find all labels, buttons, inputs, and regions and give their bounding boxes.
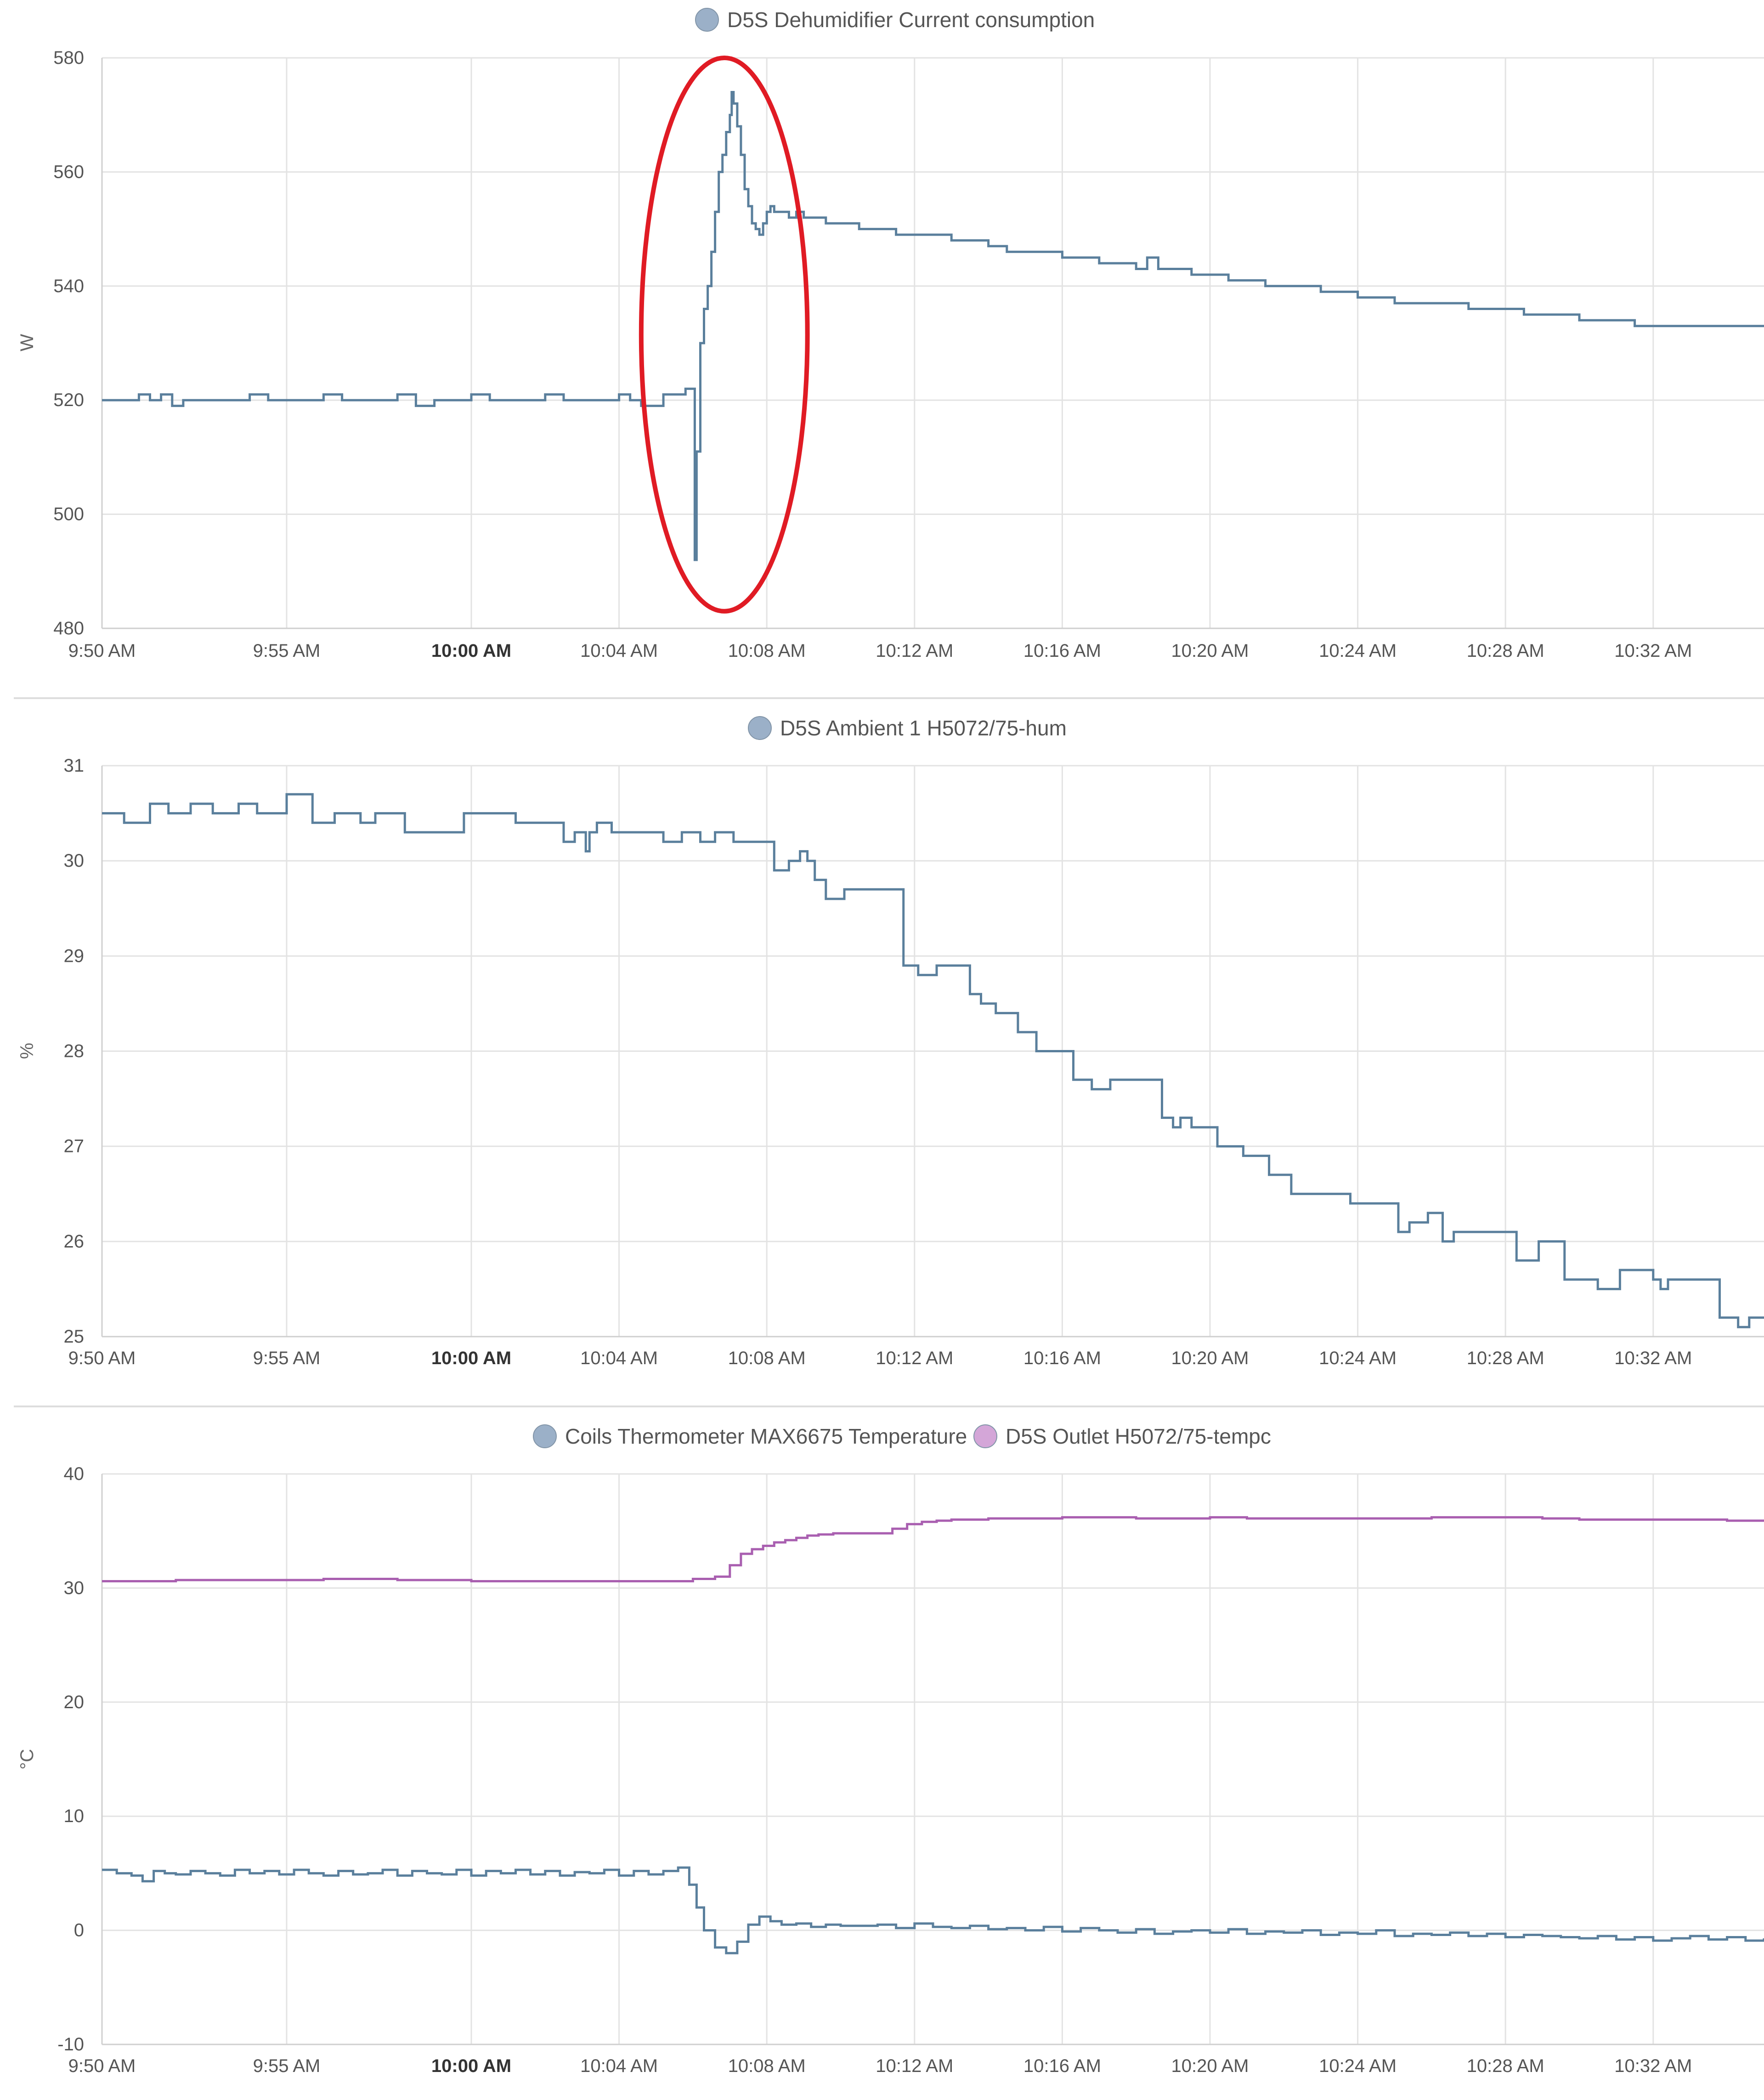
y-tick-label: 20 <box>64 1692 85 1712</box>
legend-label: D5S Ambient 1 H5072/75-hum <box>780 716 1067 740</box>
x-tick-label: 10:00 AM <box>431 1348 511 1368</box>
series-line-1[interactable] <box>102 1866 1764 1954</box>
x-tick-label: 10:12 AM <box>876 2056 953 2076</box>
legend: D5S Dehumidifier Current consumption <box>695 8 1095 32</box>
y-tick-label: 29 <box>64 946 85 966</box>
x-tick-label: 10:00 AM <box>431 2056 511 2076</box>
x-tick-label: 10:28 AM <box>1467 641 1544 661</box>
y-tick-label: 580 <box>53 48 84 68</box>
legend-label: D5S Dehumidifier Current consumption <box>727 8 1095 32</box>
legend: Coils Thermometer MAX6675 Temperature D5S… <box>533 1424 1271 1448</box>
y-tick-label: -10 <box>57 2034 84 2055</box>
x-tick-label: 10:32 AM <box>1614 1348 1692 1368</box>
y-tick-label: 0 <box>74 1920 84 1941</box>
chart-panel-2: 25 26 27 28 29 30 31 9:50 AM 9:55 AM 10:00 AM 10:0… <box>17 716 1764 1368</box>
x-tick-label: 10:16 AM <box>1023 1348 1101 1368</box>
y-tick-label: 27 <box>64 1136 85 1157</box>
x-tick-label: 10:04 AM <box>580 641 658 661</box>
x-tick-label: 10:32 AM <box>1614 641 1692 661</box>
x-tick-label: 10:20 AM <box>1171 2056 1249 2076</box>
x-tick-label: 9:50 AM <box>68 1348 136 1368</box>
series-line-2[interactable] <box>102 1516 1764 1582</box>
x-tick-label: 10:00 AM <box>431 641 511 661</box>
legend-swatch-icon <box>973 1424 997 1448</box>
legend-label: D5S Outlet H5072/75-tempc <box>1006 1424 1271 1448</box>
x-tick-label: 10:08 AM <box>728 2056 806 2076</box>
x-tick-label: 10:04 AM <box>580 2056 658 2076</box>
y-tick-label: 480 <box>53 618 84 638</box>
x-tick-label: 10:20 AM <box>1171 1348 1249 1368</box>
y-unit-label: % <box>17 1043 37 1059</box>
x-tick-label: 10:08 AM <box>728 1348 806 1368</box>
legend-swatch-icon <box>748 716 772 740</box>
annotation-ellipse <box>639 56 810 614</box>
y-tick-label: 10 <box>64 1806 85 1826</box>
x-tick-label: 10:16 AM <box>1023 2056 1101 2076</box>
chart-panel-1: 480 500 520 540 560 580 9:50 AM 9:55 AM 10:00 AM… <box>17 8 1764 661</box>
x-tick-label: 10:24 AM <box>1319 2056 1396 2076</box>
legend-item[interactable]: D5S Dehumidifier Current consumption <box>695 8 1095 32</box>
y-tick-label: 31 <box>64 756 85 776</box>
y-unit-label: W <box>17 334 37 351</box>
x-tick-label: 10:04 AM <box>580 1348 658 1368</box>
x-tick-label: 10:12 AM <box>876 1348 953 1368</box>
x-tick-label: 9:50 AM <box>68 2056 136 2076</box>
y-tick-label: 30 <box>64 1578 85 1598</box>
x-tick-label: 9:55 AM <box>253 2056 321 2076</box>
x-tick-label: 9:55 AM <box>253 641 321 661</box>
chart-panel-3: -10 0 10 20 30 40 9:50 AM 9:55 AM 10:00 AM 10:04 … <box>17 1424 1764 2076</box>
series-line-1[interactable] <box>102 793 1764 1328</box>
x-tick-label: 10:24 AM <box>1319 1348 1396 1368</box>
y-tick-label: 28 <box>64 1041 85 1061</box>
y-tick-label: 520 <box>53 390 84 410</box>
legend: D5S Ambient 1 H5072/75-hum <box>748 716 1067 740</box>
x-tick-label: 10:28 AM <box>1467 1348 1544 1368</box>
x-tick-label: 10:12 AM <box>876 641 953 661</box>
y-tick-label: 40 <box>64 1464 85 1484</box>
legend-swatch-icon <box>695 8 719 32</box>
series-line-1[interactable] <box>102 91 1764 561</box>
y-tick-label: 25 <box>64 1327 85 1347</box>
legend-item[interactable]: D5S Outlet H5072/75-tempc <box>973 1424 1271 1448</box>
y-tick-label: 30 <box>64 851 85 871</box>
x-tick-label: 10:08 AM <box>728 641 806 661</box>
x-tick-label: 10:16 AM <box>1023 641 1101 661</box>
y-tick-label: 26 <box>64 1231 85 1252</box>
x-tick-label: 10:20 AM <box>1171 641 1249 661</box>
x-tick-label: 10:32 AM <box>1614 2056 1692 2076</box>
y-unit-label: °C <box>17 1749 37 1770</box>
y-tick-label: 500 <box>53 504 84 525</box>
x-tick-label: 9:55 AM <box>253 1348 321 1368</box>
y-tick-label: 560 <box>53 162 84 182</box>
legend-swatch-icon <box>533 1424 557 1448</box>
y-tick-label: 540 <box>53 276 84 296</box>
legend-item[interactable]: D5S Ambient 1 H5072/75-hum <box>748 716 1067 740</box>
x-tick-label: 10:24 AM <box>1319 641 1396 661</box>
legend-item[interactable]: Coils Thermometer MAX6675 Temperature <box>533 1424 967 1448</box>
x-tick-label: 9:50 AM <box>68 641 136 661</box>
x-tick-label: 10:28 AM <box>1467 2056 1544 2076</box>
legend-label: Coils Thermometer MAX6675 Temperature <box>565 1424 967 1448</box>
